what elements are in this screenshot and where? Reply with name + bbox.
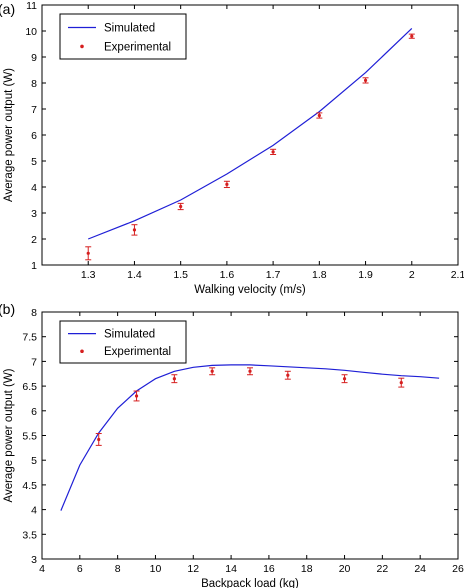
y-tick-label: 6.5 [22, 381, 37, 393]
y-tick-label: 1 [31, 260, 37, 272]
data-point-experimental [271, 150, 275, 154]
legend: Simulated Experimental [59, 320, 187, 364]
x-tick-label: 1.4 [127, 269, 142, 281]
x-tick-label: 16 [263, 563, 275, 575]
y-tick-label: 3 [31, 208, 37, 220]
data-point-experimental [172, 377, 176, 381]
data-point-experimental [399, 381, 403, 385]
panel-label: (a) [0, 1, 15, 17]
y-tick-label: 8 [31, 78, 37, 90]
data-point-experimental [86, 251, 90, 255]
x-tick-label: 2.1 [451, 269, 464, 281]
data-point-experimental [286, 373, 290, 377]
legend-label-experimental: Experimental [104, 41, 171, 53]
y-tick-label: 6 [31, 406, 37, 418]
data-point-experimental [225, 182, 229, 186]
y-tick-label: 10 [25, 26, 37, 38]
x-tick-label: 4 [39, 563, 45, 575]
x-axis-label: Backpack load (kg) [201, 578, 299, 588]
y-tick-label: 5 [31, 455, 37, 467]
y-tick-label: 3.5 [22, 529, 37, 541]
legend-label-simulated: Simulated [104, 329, 155, 341]
y-tick-label: 9 [31, 52, 37, 64]
y-tick-label: 4.5 [22, 480, 37, 492]
x-tick-label: 24 [414, 563, 426, 575]
y-tick-label: 3 [31, 554, 37, 566]
series-line-simulated [87, 27, 413, 240]
data-point-experimental [410, 34, 414, 38]
x-tick-label: 22 [377, 563, 389, 575]
x-tick-label: 1.6 [220, 269, 235, 281]
y-axis-label: Average power output (W) [3, 368, 15, 502]
x-tick-label: 1.7 [266, 269, 281, 281]
legend-label-simulated: Simulated [104, 23, 155, 35]
panel-label: (b) [0, 301, 15, 317]
y-tick-label: 8 [31, 307, 37, 319]
data-point-experimental [179, 204, 183, 209]
x-tick-label: 1.3 [81, 269, 96, 281]
y-tick-label: 7 [31, 104, 37, 116]
legend: Simulated Experimental [59, 13, 187, 60]
data-point-experimental [97, 437, 101, 442]
y-tick-label: 11 [26, 0, 37, 12]
x-tick-label: 1.8 [312, 269, 327, 281]
legend-label-experimental: Experimental [104, 346, 171, 358]
data-point-experimental [317, 113, 321, 118]
x-tick-label: 8 [115, 563, 121, 575]
y-tick-label: 2 [31, 234, 37, 246]
y-tick-label: 7.5 [22, 332, 37, 344]
legend-box [59, 320, 187, 364]
data-point-experimental [132, 228, 137, 232]
y-tick-label: 5.5 [22, 431, 37, 443]
y-axis-label: Average power output (W) [3, 68, 15, 202]
y-tick-label: 6 [31, 130, 37, 142]
data-point-experimental [134, 394, 139, 398]
data-point-experimental [363, 78, 368, 82]
data-point-experimental [342, 377, 347, 381]
y-tick-label: 4 [31, 505, 37, 517]
x-tick-label: 1.5 [173, 269, 188, 281]
x-tick-label: 18 [301, 563, 313, 575]
x-tick-label: 1.9 [358, 269, 373, 281]
chart-panel-a: 1.3 1.4 1.5 1.6 1.7 1.8 1.9 2 2.1 1 2 3 4 5 6 7 8 9 10 11 Wa… [0, 0, 464, 296]
x-tick-label: 12 [187, 563, 199, 575]
legend-swatch-experimental [80, 44, 84, 49]
data-point-experimental [210, 369, 214, 373]
series-line-simulated [60, 364, 440, 511]
x-tick-label: 14 [225, 563, 237, 575]
x-tick-label: 20 [339, 563, 351, 575]
chart-panel-b: 4 6 8 10 12 14 16 18 20 22 24 26 3 3.5 4 4.5 5 5.5 6 6.5 7 7.… [0, 301, 464, 588]
legend-box [59, 13, 187, 60]
x-tick-label: 10 [150, 563, 162, 575]
legend-swatch-experimental [80, 349, 84, 354]
x-axis-label: Walking velocity (m/s) [194, 284, 306, 296]
y-tick-label: 7 [31, 356, 37, 368]
x-tick-label: 26 [452, 563, 464, 575]
x-tick-label: 2 [409, 269, 415, 281]
data-point-experimental [248, 369, 252, 373]
y-tick-label: 5 [31, 156, 37, 168]
x-tick-label: 6 [77, 563, 83, 575]
y-tick-label: 4 [31, 182, 37, 194]
